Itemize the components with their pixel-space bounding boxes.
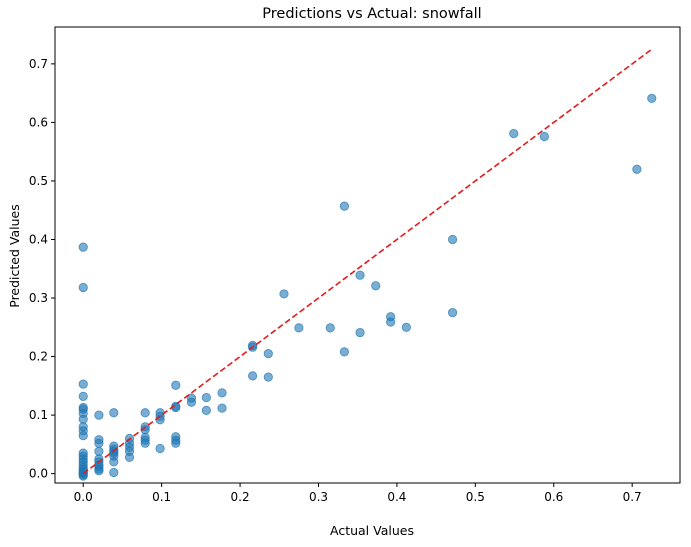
data-point — [94, 438, 104, 448]
data-point — [339, 201, 349, 211]
data-point — [294, 323, 304, 333]
data-point — [248, 371, 258, 381]
data-point — [171, 438, 181, 448]
data-point — [155, 443, 165, 454]
x-tick-label: 0.7 — [623, 490, 642, 504]
y-tick-label: 0.0 — [29, 467, 48, 481]
data-point — [447, 308, 458, 318]
data-point — [279, 289, 289, 299]
data-point — [78, 414, 88, 424]
x-tick-label: 0.6 — [544, 490, 563, 504]
data-point — [647, 93, 657, 104]
data-point — [109, 457, 119, 467]
data-point — [339, 347, 349, 357]
data-point — [509, 128, 519, 139]
data-point — [140, 408, 150, 418]
reference-line — [82, 48, 653, 475]
data-point — [94, 466, 104, 476]
data-point — [78, 471, 88, 481]
data-point — [201, 405, 211, 416]
data-point — [78, 242, 88, 252]
x-tick-label: 0.5 — [466, 490, 485, 504]
data-point — [217, 388, 227, 398]
data-point — [171, 380, 181, 390]
x-tick-label: 0.3 — [309, 490, 328, 504]
x-tick-label: 0.1 — [152, 490, 171, 504]
data-point — [78, 430, 88, 441]
data-point — [94, 446, 104, 456]
data-point — [263, 372, 273, 382]
y-axis-ticks: 0.0 0.1 0.2 0.3 0.4 0.5 0.6 0.7 — [29, 57, 55, 481]
data-point — [78, 282, 88, 293]
x-tick-label: 0.0 — [74, 490, 93, 504]
data-point — [186, 397, 197, 407]
data-point — [78, 391, 88, 401]
y-tick-label: 0.2 — [29, 350, 48, 364]
data-point — [109, 408, 119, 418]
x-tick-label: 0.2 — [231, 490, 250, 504]
data-point — [401, 322, 411, 332]
data-point — [94, 410, 104, 420]
data-point — [355, 327, 365, 338]
y-tick-label: 0.3 — [29, 291, 48, 305]
y-tick-label: 0.4 — [29, 232, 48, 246]
y-tick-label: 0.5 — [29, 174, 48, 188]
x-tick-label: 0.4 — [387, 490, 406, 504]
data-point — [386, 317, 396, 327]
y-tick-label: 0.1 — [29, 408, 48, 422]
y-axis-label: Predicted Values — [7, 204, 22, 308]
data-point — [263, 349, 273, 359]
chart-title: Predictions vs Actual: snowfall — [262, 6, 481, 22]
data-point — [355, 270, 365, 280]
data-point — [325, 323, 335, 333]
data-point — [539, 131, 549, 142]
data-point — [217, 403, 227, 413]
data-point — [632, 164, 642, 174]
data-point — [447, 234, 458, 245]
plot-area-frame — [54, 26, 681, 484]
data-point — [201, 392, 211, 403]
data-point — [109, 467, 119, 478]
x-axis-ticks: 0.0 0.1 0.2 0.3 0.4 0.5 0.6 0.7 — [74, 483, 642, 504]
x-axis-label: Actual Values — [330, 523, 414, 538]
data-points — [78, 93, 657, 481]
data-point — [371, 281, 381, 291]
y-tick-label: 0.6 — [29, 115, 48, 129]
y-tick-label: 0.7 — [29, 57, 48, 71]
data-point — [78, 379, 88, 389]
data-point — [124, 452, 135, 462]
data-point — [140, 438, 150, 448]
